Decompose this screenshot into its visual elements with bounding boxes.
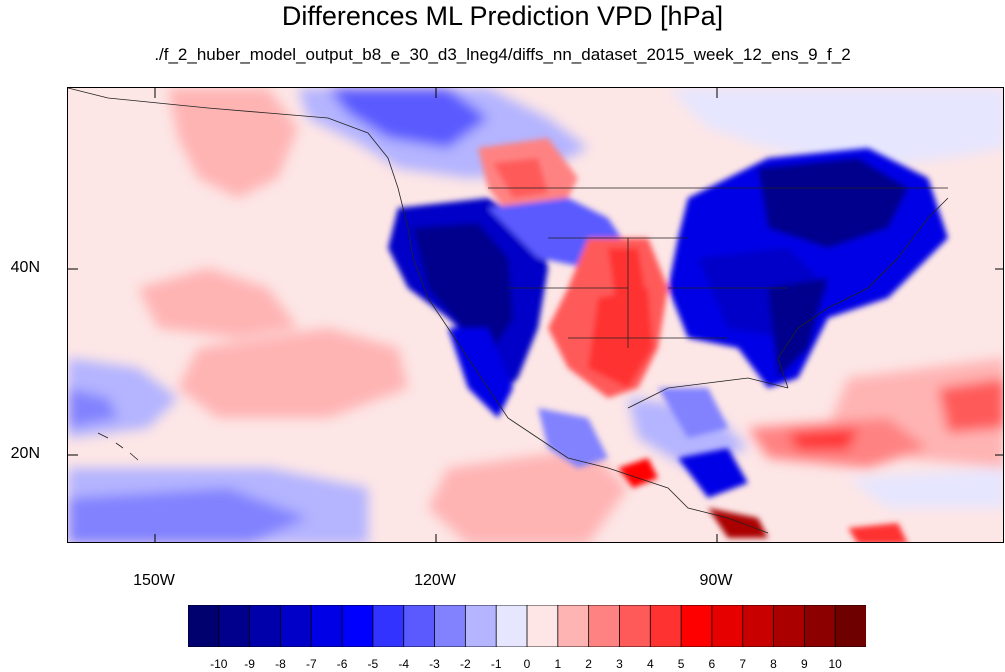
colorbar-tick-label: -7 [305,657,317,671]
axis-ticks [68,88,1003,542]
colorbar-tick-label: 0 [523,657,531,671]
colorbar [188,605,866,647]
colorbar-swatch [803,605,837,647]
lon-label-90w: 90W [699,572,733,589]
colorbar-swatch [649,605,682,647]
colorbar-swatch [526,605,559,647]
colorbar-swatch [588,605,621,647]
colorbar-tick-label: 4 [646,657,654,671]
colorbar-tick-label: 2 [585,657,592,671]
colorbar-tick-label: -6 [336,657,348,671]
colorbar-swatch [557,605,590,647]
colorbar-tick-label: -3 [429,657,440,671]
colorbar-tick-label: -8 [275,657,286,671]
plot-subtitle: ./f_2_huber_model_output_b8_e_30_d3_lneg… [154,45,851,64]
lon-label-120w: 120W [414,572,456,589]
colorbar-swatch [680,605,713,647]
coastlines [68,88,949,534]
colorbar-tick-label: -5 [367,657,379,671]
colorbar-swatch [280,605,313,647]
map-panel [67,87,1004,543]
colorbar-swatch [249,605,282,647]
colorbar-tick-label: 8 [770,657,777,671]
colorbar-swatch [464,605,498,647]
colorbar-swatch [711,605,744,647]
colorbar-swatch [310,605,343,647]
colorbar-tick-label: 1 [554,657,562,671]
colorbar-tick-label: 6 [708,657,716,671]
colorbar-tick-label: -1 [490,657,502,671]
ocean-anomalies [68,88,1003,542]
colorbar-swatch [773,605,806,647]
colorbar-swatch [341,605,374,647]
plot-title: Differences ML Prediction VPD [hPa] [281,1,724,31]
lat-label-20n: 20N [10,445,40,462]
colorbar-tick-label: 5 [677,657,685,671]
colorbar-swatch [742,605,775,647]
colorbar-tick-label: 7 [739,657,747,671]
colorbar-tick-label: -4 [398,657,410,671]
colorbar-tick-label: 9 [801,657,808,671]
lat-label-40n: 40N [10,259,40,276]
colorbar-tick-label: -9 [244,657,255,671]
colorbar-tick-label: -2 [460,657,471,671]
lon-label-150w: 150W [133,572,175,589]
colorbar-swatch [619,605,652,647]
colorbar-swatch [495,605,528,647]
colorbar-swatch [834,605,866,647]
colorbar-swatch [403,605,436,647]
colorbar-tick-label: -10 [210,657,228,671]
colorbar-tick-label: 3 [616,657,623,671]
colorbar-swatch [372,605,405,647]
colorbar-swatch [434,605,467,647]
colorbar-swatch [218,605,251,647]
land-anomalies [388,138,948,542]
vpd-difference-field [68,88,1003,542]
colorbar-swatch [188,605,220,647]
colorbar-tick-label: 10 [828,657,842,671]
